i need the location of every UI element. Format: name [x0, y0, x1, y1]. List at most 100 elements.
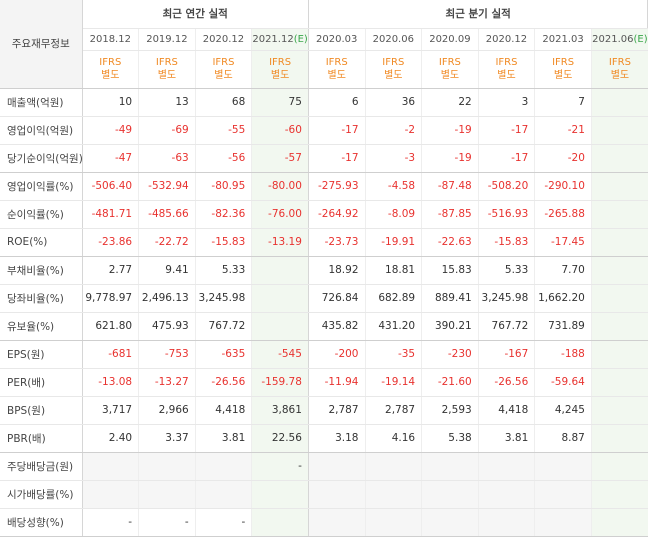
empty-cell	[251, 284, 309, 313]
empty-cell	[590, 200, 648, 229]
value-cell: 390.21	[421, 312, 479, 341]
empty-cell	[477, 508, 535, 537]
period: 2020.12	[202, 33, 245, 45]
value-cell: -635	[194, 340, 252, 369]
basis-text: 별도	[440, 70, 460, 81]
empty-cell	[590, 424, 648, 453]
empty-cell	[477, 452, 535, 481]
row-label: 영업이익(억원)	[0, 116, 83, 145]
basis-cell: IFRS 별도	[194, 50, 252, 89]
estimate-mark: (E)	[633, 33, 648, 45]
empty-cell	[534, 480, 592, 509]
empty-cell	[477, 480, 535, 509]
value-cell: -290.10	[534, 172, 592, 201]
value-cell: -508.20	[477, 172, 535, 201]
period: 2021.03	[542, 33, 584, 45]
value-cell: 3,245.98	[194, 284, 252, 313]
value-cell: 22.56	[251, 424, 309, 453]
value-cell: 475.93	[138, 312, 196, 341]
basis-text: IFRS	[325, 57, 348, 68]
value-cell: -2	[364, 116, 422, 145]
data-row: 매출액(억원) 10 13 68 75 6 36 22 3 7	[0, 88, 648, 117]
basis-text: IFRS	[495, 57, 518, 68]
basis-text: 별도	[214, 70, 233, 81]
empty-cell	[81, 452, 139, 481]
row-label: 유보율(%)	[0, 312, 83, 341]
basis-cell: IFRS 별도	[421, 50, 479, 89]
value-cell: 731.89	[534, 312, 592, 341]
period-cell: 2021.12(E)	[251, 28, 309, 51]
value-cell: 621.80	[81, 312, 139, 341]
data-row: 배당성향(%) - - -	[0, 508, 648, 537]
value-cell: -35	[364, 340, 422, 369]
value-cell: -264.92	[307, 200, 365, 229]
header-row: 주요재무정보 최근 연간 실적 최근 분기 실적	[0, 0, 648, 89]
value-cell: 13	[138, 88, 196, 117]
value-cell: -	[194, 508, 252, 537]
value-cell: -17	[477, 116, 535, 145]
empty-cell	[590, 116, 648, 145]
period-cell: 2020.12	[477, 28, 535, 51]
value-cell: -82.36	[194, 200, 252, 229]
empty-cell	[138, 452, 196, 481]
value-cell: -17.45	[534, 228, 592, 257]
period: 2021.12	[252, 33, 294, 45]
period: 2020.12	[485, 33, 528, 45]
value-cell: -230	[421, 340, 479, 369]
empty-cell	[364, 508, 422, 537]
value-cell: -485.66	[138, 200, 196, 229]
value-cell: -19.91	[364, 228, 422, 257]
value-cell: 767.72	[194, 312, 252, 341]
value-cell: -275.93	[307, 172, 365, 201]
row-label: 배당성향(%)	[0, 508, 83, 537]
value-cell: -69	[138, 116, 196, 145]
empty-cell	[194, 480, 252, 509]
basis-text: 별도	[497, 70, 516, 81]
value-cell: -13.08	[81, 368, 139, 397]
empty-cell	[307, 480, 365, 509]
empty-cell	[534, 508, 592, 537]
empty-cell	[251, 256, 309, 285]
value-cell: -506.40	[81, 172, 139, 201]
empty-cell	[590, 256, 648, 285]
value-cell: 9,778.97	[81, 284, 139, 313]
basis-text: IFRS	[269, 57, 292, 68]
period: 2020.09	[429, 33, 471, 45]
value-cell: -60	[251, 116, 309, 145]
value-cell: 4,418	[477, 396, 535, 425]
data-row: BPS(원) 3,717 2,966 4,418 3,861 2,787 2,787 2,59…	[0, 396, 648, 425]
basis-text: IFRS	[552, 57, 575, 68]
basis-cell: IFRS 별도	[364, 50, 422, 89]
value-cell: 6	[307, 88, 365, 117]
value-cell: 3.81	[194, 424, 252, 453]
data-row: 당좌비율(%) 9,778.97 2,496.13 3,245.98 726.84 682…	[0, 284, 648, 313]
value-cell: 2,787	[364, 396, 422, 425]
basis-cell: IFRS 별도	[477, 50, 535, 89]
value-cell: -57	[251, 144, 309, 173]
empty-cell	[590, 284, 648, 313]
period: 2018.12	[89, 33, 131, 45]
value-cell: -87.85	[421, 200, 479, 229]
value-cell: -23.86	[81, 228, 139, 257]
data-row: EPS(원) -681 -753 -635 -545 -200 -35 -230 -167 -18…	[0, 340, 648, 369]
data-row: 주당배당금(원) -	[0, 452, 648, 481]
empty-cell	[194, 452, 252, 481]
value-cell: -13.19	[251, 228, 309, 257]
empty-cell	[590, 144, 648, 173]
period-cell: 2020.12	[194, 28, 252, 51]
empty-cell	[81, 480, 139, 509]
value-cell: -87.48	[421, 172, 479, 201]
data-row: 영업이익률(%) -506.40 -532.94 -80.95 -80.00 -275.9…	[0, 172, 648, 201]
value-cell: -545	[251, 340, 309, 369]
value-cell: 2,787	[307, 396, 365, 425]
empty-cell	[590, 396, 648, 425]
empty-cell	[251, 312, 309, 341]
value-cell: 2.77	[81, 256, 139, 285]
basis-cell: IFRS 별도	[138, 50, 196, 89]
empty-cell	[590, 312, 648, 341]
table-head: 주요재무정보 최근 연간 실적 최근 분기 실적 2018.12 2019.12 2020…	[0, 0, 648, 89]
period: 2021.06	[592, 33, 634, 45]
value-cell: -4.58	[364, 172, 422, 201]
empty-cell	[534, 452, 592, 481]
value-cell: 4,418	[194, 396, 252, 425]
